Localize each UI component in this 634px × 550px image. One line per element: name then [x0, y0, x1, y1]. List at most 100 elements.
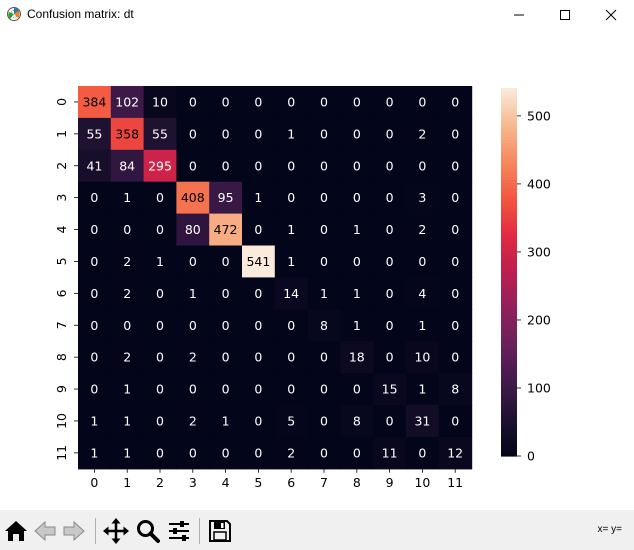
heatmap-cell: [274, 181, 309, 215]
heatmap-cell: [340, 373, 374, 406]
pan-button[interactable]: [102, 517, 130, 545]
cell-value-label: 0: [287, 94, 295, 109]
zoom-icon: [137, 520, 160, 543]
heatmap-cell: [176, 436, 210, 470]
y-tick-label: 0: [54, 98, 69, 106]
cell-value-label: 0: [287, 190, 295, 205]
heatmap-cell: [340, 86, 374, 119]
cell-value-label: 10: [152, 94, 168, 109]
colorbar-segment: [501, 173, 517, 178]
heatmap-cell: [110, 181, 145, 215]
heatmap-cell: [340, 309, 374, 342]
heatmap-cell: [340, 277, 374, 310]
colorbar-tick-label: 200: [527, 312, 551, 327]
figure-canvas[interactable]: 384 102 10 0 0 0 0 0 0 0 0 0 55 358 55 0 0 0 1 0 0 0 2 0 41 84 295…: [0, 30, 634, 510]
colorbar-segment: [501, 170, 517, 175]
cell-value-label: 0: [418, 158, 426, 173]
cell-value-label: 0: [90, 254, 98, 269]
heatmap-cell: [242, 277, 276, 310]
cell-value-label: 14: [283, 286, 299, 301]
cell-value-label: 0: [90, 350, 98, 365]
cell-value-label: 0: [418, 445, 426, 460]
cell-value-label: 0: [189, 318, 197, 333]
colorbar-segment: [501, 379, 517, 383]
colorbar-segment: [501, 213, 517, 218]
x-tick-label: 7: [320, 475, 328, 490]
cell-value-label: 0: [451, 190, 459, 205]
heatmap-cell: [143, 181, 177, 215]
heatmap-cell: [307, 309, 341, 342]
heatmap-cell: [176, 341, 210, 374]
colorbar-segment: [501, 370, 517, 374]
heatmap-cell: [78, 181, 112, 215]
y-tick-label: 11: [54, 445, 69, 461]
colorbar-segment: [501, 112, 517, 117]
heatmap-cell: [373, 436, 407, 470]
heatmap-cell: [209, 181, 243, 215]
colorbar-segment: [501, 198, 517, 203]
colorbar-segment: [501, 88, 517, 92]
cell-value-label: 0: [254, 222, 262, 237]
cell-value-label: 0: [222, 318, 230, 333]
cell-value-label: 1: [123, 382, 131, 397]
cell-value-label: 1: [287, 254, 295, 269]
colorbar-segment: [501, 413, 517, 417]
cell-value-label: 80: [185, 222, 201, 237]
heatmap-cell: [143, 213, 177, 247]
heatmap-cell: [78, 436, 112, 470]
colorbar-segment: [501, 281, 517, 285]
heatmap-cell: [373, 373, 407, 406]
heatmap-cell: [242, 405, 276, 438]
heatmap-cell: [110, 309, 145, 342]
heatmap-cell: [340, 149, 374, 183]
heatmap-cell: [176, 86, 210, 119]
heatmap-cell: [209, 213, 243, 247]
x-tick-label: 3: [189, 475, 197, 490]
maximize-button[interactable]: [542, 0, 588, 30]
close-button[interactable]: [588, 0, 634, 30]
heatmap-cell: [143, 341, 177, 374]
heatmap-cell: [373, 213, 407, 247]
colorbar-segment: [501, 360, 517, 365]
cell-value-label: 0: [189, 94, 197, 109]
heatmap-cell: [242, 309, 276, 342]
y-tick-label: 3: [54, 194, 69, 202]
cell-value-label: 0: [222, 158, 230, 173]
colorbar-segment: [501, 330, 517, 334]
cell-value-label: 0: [222, 445, 230, 460]
colorbar-segment: [501, 410, 517, 414]
cell-value-label: 0: [320, 94, 328, 109]
colorbar-segment: [501, 290, 517, 295]
heatmap-cell: [143, 245, 177, 278]
cell-value-label: 472: [214, 222, 238, 237]
cell-value-label: 0: [451, 413, 459, 428]
heatmap-cell: [242, 213, 276, 247]
heatmap-cell: [406, 436, 440, 470]
colorbar-segment: [501, 403, 517, 408]
colorbar-segment: [501, 189, 517, 193]
cell-value-label: 1: [353, 222, 361, 237]
colorbar-segment: [501, 314, 517, 319]
configure-subplots-button[interactable]: [165, 517, 193, 545]
forward-button[interactable]: [60, 517, 88, 545]
colorbar-segment: [501, 351, 517, 356]
heatmap-cell: [143, 436, 177, 470]
back-button[interactable]: [31, 517, 59, 545]
heatmap-cell: [110, 213, 145, 247]
cell-value-label: 0: [418, 94, 426, 109]
colorbar-segment: [501, 400, 517, 405]
heatmap-cell: [373, 405, 407, 438]
colorbar-segment: [501, 109, 517, 114]
cell-value-label: 0: [189, 445, 197, 460]
colorbar-segment: [501, 440, 517, 445]
colorbar-segment: [501, 278, 517, 282]
colorbar-segment: [501, 305, 517, 310]
minimize-button[interactable]: [496, 0, 542, 30]
home-button[interactable]: [2, 517, 30, 545]
forward-icon: [63, 520, 85, 542]
colorbar-segment: [501, 373, 517, 377]
zoom-button[interactable]: [134, 517, 162, 545]
colorbar-segment: [501, 137, 517, 141]
cell-value-label: 1: [287, 222, 295, 237]
save-button[interactable]: [206, 517, 234, 545]
